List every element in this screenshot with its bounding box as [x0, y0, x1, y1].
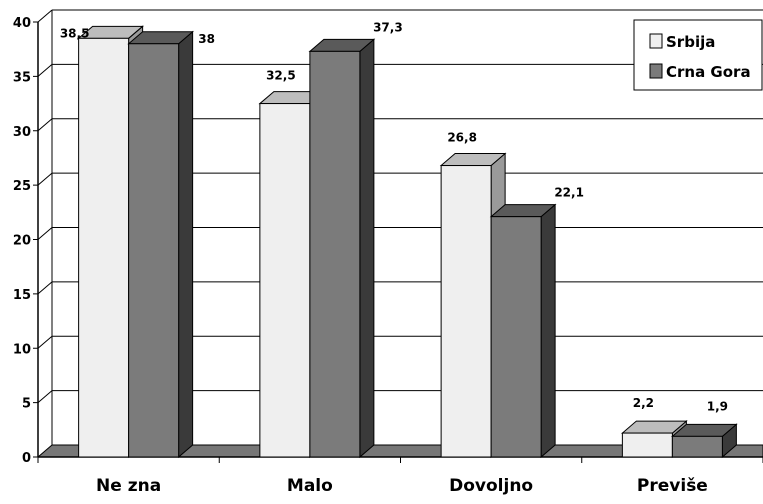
- legend-swatch: [649, 63, 663, 79]
- data-label: 26,8: [447, 131, 477, 145]
- axis-layer: 0 5 10 15 20 25 30 35 40 Ne zna Malo Dovoljno Previš…: [13, 16, 763, 496]
- legend-entry: Srbija: [666, 33, 715, 51]
- y-tick-label: 5: [22, 397, 31, 412]
- data-label: 2,2: [633, 396, 654, 410]
- data-label: 38: [198, 32, 215, 46]
- gridline-side: [37, 118, 53, 132]
- bar: [78, 37, 130, 458]
- y-tick-label: 10: [13, 342, 31, 357]
- x-category-label: Malo: [287, 476, 333, 496]
- data-label: 38,5: [60, 26, 90, 40]
- data-label: 32,5: [266, 69, 296, 83]
- bar: [490, 216, 542, 458]
- bar-side: [178, 30, 194, 459]
- legend-entry: Crna Gora: [666, 63, 751, 81]
- data-label: 37,3: [373, 20, 403, 34]
- bar: [440, 165, 492, 458]
- legend-swatch: [649, 33, 663, 49]
- y-tick-label: 15: [13, 288, 31, 303]
- legend: Srbija Crna Gora: [633, 19, 763, 91]
- gridline-side: [37, 281, 53, 295]
- gridline-side: [37, 227, 53, 240]
- label-layer: 38,5 38 32,5 37,3 26,8 22,1 2,2 1,9: [60, 20, 728, 413]
- y-tick-label: 25: [13, 179, 31, 194]
- x-category-label: Dovoljno: [449, 476, 533, 496]
- x-category-label: Ne zna: [96, 476, 161, 496]
- gridline-side: [37, 63, 53, 77]
- y-tick-label: 20: [13, 234, 31, 249]
- bar: [309, 50, 361, 458]
- x-category-label: Previše: [637, 476, 708, 496]
- bar: [128, 43, 180, 458]
- y-tick-label: 35: [13, 70, 31, 85]
- data-label: 22,1: [554, 186, 584, 200]
- gridline-side: [37, 390, 53, 404]
- bar-side: [359, 38, 375, 459]
- y-tick-label: 30: [13, 125, 31, 140]
- gridline-side: [37, 335, 53, 349]
- bar: [259, 103, 311, 458]
- y-tick-label: 40: [13, 16, 31, 31]
- bar: [671, 435, 723, 458]
- bar-side: [540, 203, 556, 459]
- y-tick-label: 0: [22, 451, 31, 466]
- gridline-side: [37, 172, 53, 186]
- bar: [621, 432, 673, 458]
- gridline-side: [37, 9, 53, 23]
- data-label: 1,9: [707, 399, 728, 413]
- bar-layer: [77, 25, 738, 459]
